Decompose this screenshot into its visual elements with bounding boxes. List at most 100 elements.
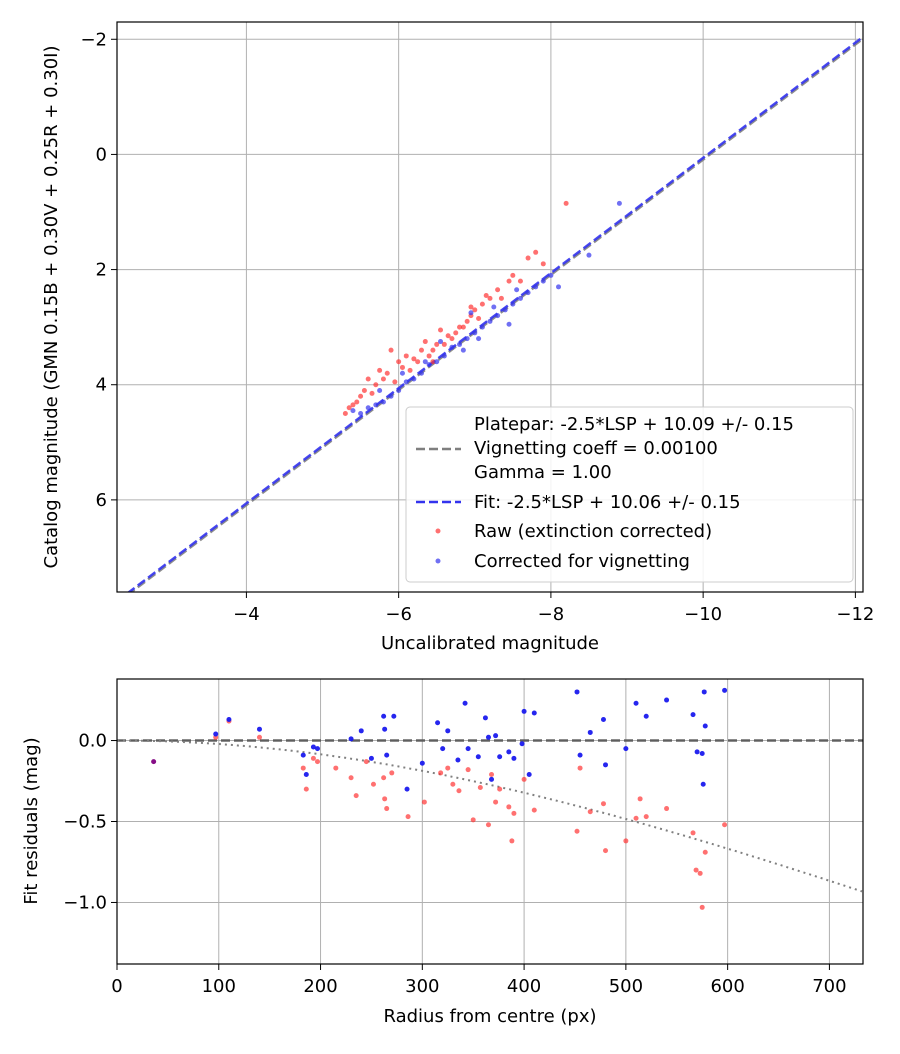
- corrected-residual-point: [358, 728, 364, 734]
- bottom-x-tick-label: 600: [710, 976, 744, 997]
- overlap-residual-point: [151, 759, 157, 765]
- corrected-data-point: [495, 313, 501, 319]
- corrected-data-point: [514, 287, 520, 293]
- top-x-axis-label: Uncalibrated magnitude: [381, 633, 599, 654]
- raw-residual-point: [405, 814, 411, 820]
- raw-residual-point: [587, 809, 593, 815]
- top-x-tick-label: −10: [684, 604, 722, 625]
- corrected-data-point: [350, 408, 356, 414]
- raw-data-point: [453, 330, 459, 336]
- raw-data-point: [449, 336, 455, 342]
- raw-residual-point: [603, 848, 609, 854]
- corrected-data-point: [556, 284, 562, 290]
- raw-data-point: [495, 287, 501, 293]
- top-y-ticks: −2 0 2 4 6: [80, 29, 117, 511]
- top-y-tick-label: −2: [80, 29, 107, 50]
- raw-residual-point: [489, 772, 495, 778]
- raw-residual-point: [421, 799, 427, 805]
- corrected-residual-point: [623, 746, 629, 752]
- raw-residual-point: [697, 870, 703, 876]
- raw-residual-point: [693, 867, 699, 873]
- raw-residual-point: [511, 810, 517, 816]
- corrected-residual-point: [213, 731, 219, 737]
- top-x-tick-label: −6: [385, 604, 412, 625]
- bottom-chart: 0 100 200 300 400 500 600 700 0.0 −0.5 −1.0 Radiu…: [21, 678, 864, 1027]
- bottom-x-tick-label: 300: [405, 976, 439, 997]
- raw-residual-point: [664, 806, 670, 812]
- corrected-data-point: [491, 304, 497, 310]
- top-y-axis-label: Catalog magnitude (GMN 0.15B + 0.30V + 0…: [41, 45, 62, 568]
- corrected-residual-point: [462, 700, 468, 706]
- corrected-residual-point: [384, 752, 390, 758]
- raw-data-point: [415, 359, 421, 365]
- corrected-residual-point: [300, 752, 306, 758]
- raw-residual-point: [370, 781, 376, 787]
- raw-data-point: [396, 359, 402, 365]
- raw-residual-point: [456, 788, 462, 794]
- raw-data-point: [388, 347, 394, 353]
- corrected-data-point: [525, 290, 531, 296]
- corrected-residual-point: [435, 720, 441, 726]
- corrected-residual-point: [303, 772, 309, 778]
- raw-data-point: [380, 376, 386, 382]
- corrected-data-point: [457, 341, 463, 347]
- corrected-data-point: [418, 370, 424, 376]
- corrected-data-point: [540, 278, 546, 284]
- raw-residual-point: [363, 759, 369, 765]
- corrected-residual-point: [226, 716, 232, 722]
- corrected-residual-point: [690, 712, 696, 718]
- raw-residual-point: [303, 786, 309, 792]
- raw-data-point: [342, 411, 348, 417]
- raw-data-point: [354, 399, 360, 405]
- corrected-residual-point: [348, 736, 354, 742]
- raw-data-point: [464, 318, 470, 324]
- corrected-residual-point: [440, 746, 446, 752]
- raw-data-point: [441, 341, 447, 347]
- legend-vignetting-label: Vignetting coeff = 0.00100: [474, 438, 718, 459]
- bottom-y-ticks: 0.0 −0.5 −1.0: [63, 731, 117, 913]
- bottom-y-tick-label: 0.0: [78, 731, 107, 752]
- raw-data-point: [361, 387, 367, 393]
- corrected-data-point: [438, 339, 444, 345]
- bottom-x-tick-label: 500: [609, 976, 643, 997]
- raw-residual-point: [699, 904, 705, 910]
- raw-data-point: [533, 249, 539, 255]
- bottom-x-tick-label: 200: [303, 976, 337, 997]
- raw-residual-point: [531, 807, 537, 813]
- bottom-y-axis-label: Fit residuals (mag): [21, 737, 42, 904]
- raw-data-point: [479, 301, 485, 307]
- raw-residual-point: [445, 765, 451, 771]
- corrected-data-point: [422, 359, 428, 365]
- raw-residual-point: [633, 815, 639, 821]
- raw-data-point: [418, 347, 424, 353]
- corrected-data-point: [441, 353, 447, 359]
- bottom-x-tick-label: 0: [111, 976, 122, 997]
- raw-data-point: [487, 295, 493, 301]
- bottom-x-tick-label: 400: [507, 976, 541, 997]
- vignetting-curve: [117, 739, 863, 893]
- corrected-data-point: [373, 402, 379, 408]
- corrected-residual-point: [526, 772, 532, 778]
- corrected-data-point: [586, 252, 592, 258]
- corrected-data-point: [468, 310, 474, 316]
- corrected-residual-point: [521, 708, 527, 714]
- top-y-tick-label: 2: [96, 260, 107, 281]
- corrected-data-point: [399, 370, 405, 376]
- corrected-data-point: [479, 324, 485, 330]
- raw-data-point: [563, 200, 569, 206]
- raw-data-point: [358, 393, 364, 399]
- corrected-residual-point: [310, 744, 316, 750]
- corrected-data-point: [533, 284, 539, 290]
- corrected-residual-point: [664, 697, 670, 703]
- corrected-data-point: [464, 336, 470, 342]
- corrected-data-point: [403, 379, 409, 385]
- corrected-residual-point: [489, 776, 495, 782]
- top-x-ticks: −4 −6 −8 −10 −12: [233, 592, 874, 625]
- raw-data-point: [403, 353, 409, 359]
- bottom-y-tick-label: −0.5: [63, 812, 107, 833]
- raw-residual-point: [506, 804, 512, 810]
- top-x-tick-label: −8: [538, 604, 565, 625]
- corrected-residual-point: [643, 713, 649, 719]
- raw-residual-point: [722, 822, 728, 828]
